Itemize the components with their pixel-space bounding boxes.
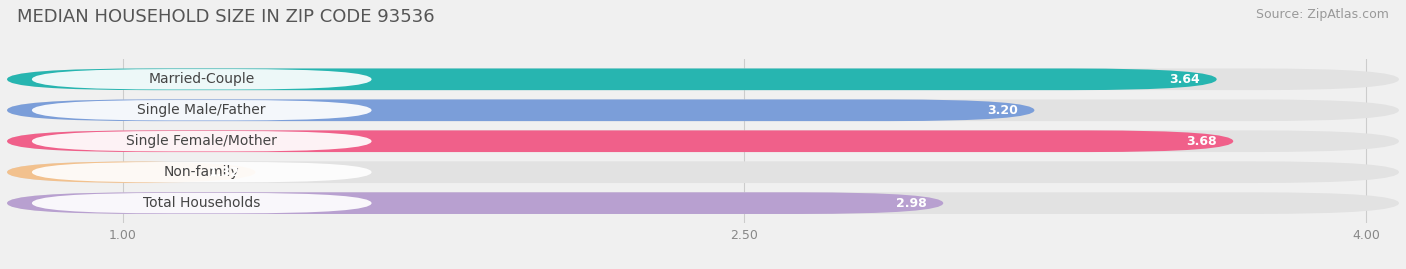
- Text: 3.68: 3.68: [1187, 135, 1216, 148]
- Text: Single Male/Father: Single Male/Father: [138, 103, 266, 117]
- FancyBboxPatch shape: [32, 100, 371, 121]
- Text: Total Households: Total Households: [143, 196, 260, 210]
- FancyBboxPatch shape: [32, 69, 371, 90]
- FancyBboxPatch shape: [7, 161, 1399, 183]
- Text: Non-family: Non-family: [165, 165, 239, 179]
- FancyBboxPatch shape: [7, 130, 1233, 152]
- Text: 1.32: 1.32: [208, 166, 239, 179]
- FancyBboxPatch shape: [7, 100, 1399, 121]
- Text: 3.20: 3.20: [987, 104, 1018, 117]
- Text: 3.64: 3.64: [1170, 73, 1201, 86]
- Text: 2.98: 2.98: [896, 197, 927, 210]
- Text: Married-Couple: Married-Couple: [149, 72, 254, 86]
- FancyBboxPatch shape: [7, 161, 256, 183]
- FancyBboxPatch shape: [32, 193, 371, 213]
- FancyBboxPatch shape: [7, 100, 1035, 121]
- Text: MEDIAN HOUSEHOLD SIZE IN ZIP CODE 93536: MEDIAN HOUSEHOLD SIZE IN ZIP CODE 93536: [17, 8, 434, 26]
- FancyBboxPatch shape: [32, 162, 371, 182]
- FancyBboxPatch shape: [7, 69, 1399, 90]
- FancyBboxPatch shape: [32, 131, 371, 151]
- FancyBboxPatch shape: [7, 69, 1216, 90]
- Text: Source: ZipAtlas.com: Source: ZipAtlas.com: [1256, 8, 1389, 21]
- FancyBboxPatch shape: [7, 192, 943, 214]
- FancyBboxPatch shape: [7, 192, 1399, 214]
- Text: Single Female/Mother: Single Female/Mother: [127, 134, 277, 148]
- FancyBboxPatch shape: [7, 130, 1399, 152]
